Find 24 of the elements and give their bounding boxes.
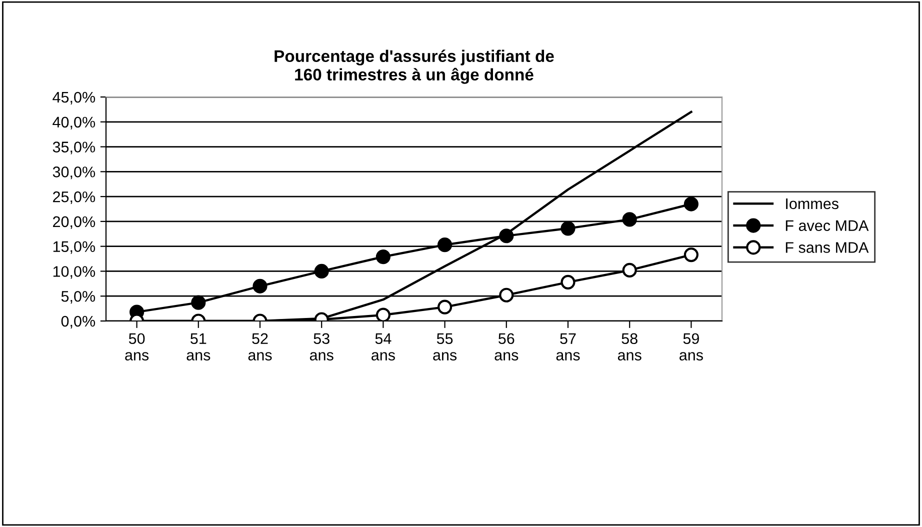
y-tick-label: 5,0% [61,290,96,304]
y-tick-label: 0,0% [61,316,96,328]
y-tick-label: 25,0% [53,191,96,204]
x-tick-label: 50 ans [125,333,149,360]
legend-label: Iommes [786,198,838,210]
x-tick-label: 52 ans [248,333,272,360]
y-tick-label: 20,0% [53,216,96,229]
x-tick-label: 58 ans [618,333,642,360]
legend-label: F sans MDA [786,242,869,253]
x-tick-label: 57 ans [556,333,580,360]
x-tick-label: 55 ans [433,333,457,360]
y-tick-label: 35,0% [52,142,96,154]
chart-title: Pourcentage d'assurés justifiant de 160 trimestres à un âge donné [274,50,554,84]
legend-label: F avec MDA [786,220,869,232]
x-tick-label: 53 ans [310,333,334,360]
x-tick-label: 59 ans [680,333,703,360]
x-tick-label: 51 ans [186,333,210,360]
y-tick-label: 30,0% [52,166,96,180]
y-tick-label: 40,0% [52,116,96,130]
y-tick-label: 45,0% [52,92,96,104]
x-tick-label: 56 ans [494,333,518,360]
x-tick-label: 54 ans [372,333,395,360]
y-tick-label: 10,0% [53,266,96,279]
y-tick-label: 15,0% [53,241,96,254]
